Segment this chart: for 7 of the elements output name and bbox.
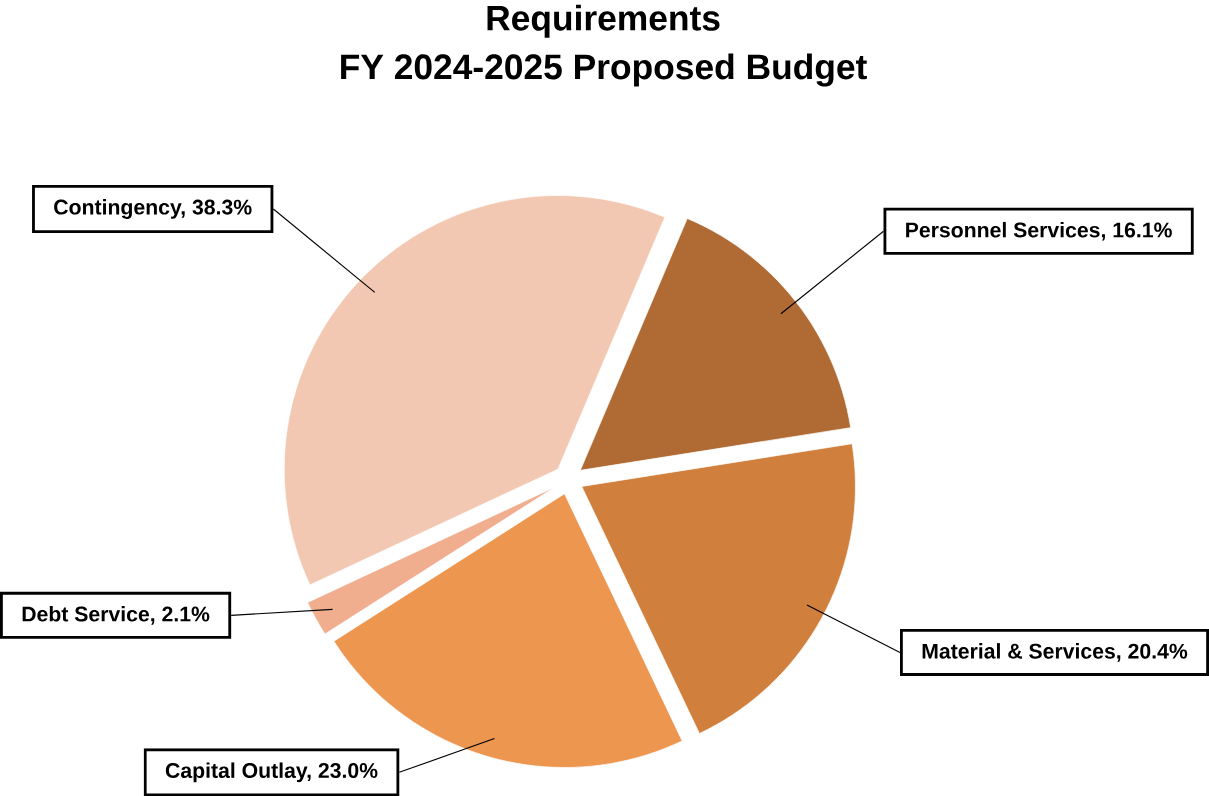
slice-label: Capital Outlay, 23.0% [165, 762, 378, 783]
slice-label: Contingency, 38.3% [54, 198, 252, 219]
chart-subtitle: FY 2024-2025 Proposed Budget [341, 53, 867, 87]
slice-label: Debt Service, 2.1% [22, 605, 210, 625]
slice-label: Personnel Services, 16.1% [906, 221, 1172, 241]
slice-label: Material & Services, 20.4% [922, 642, 1188, 662]
chart-title: Requirements [487, 4, 720, 38]
